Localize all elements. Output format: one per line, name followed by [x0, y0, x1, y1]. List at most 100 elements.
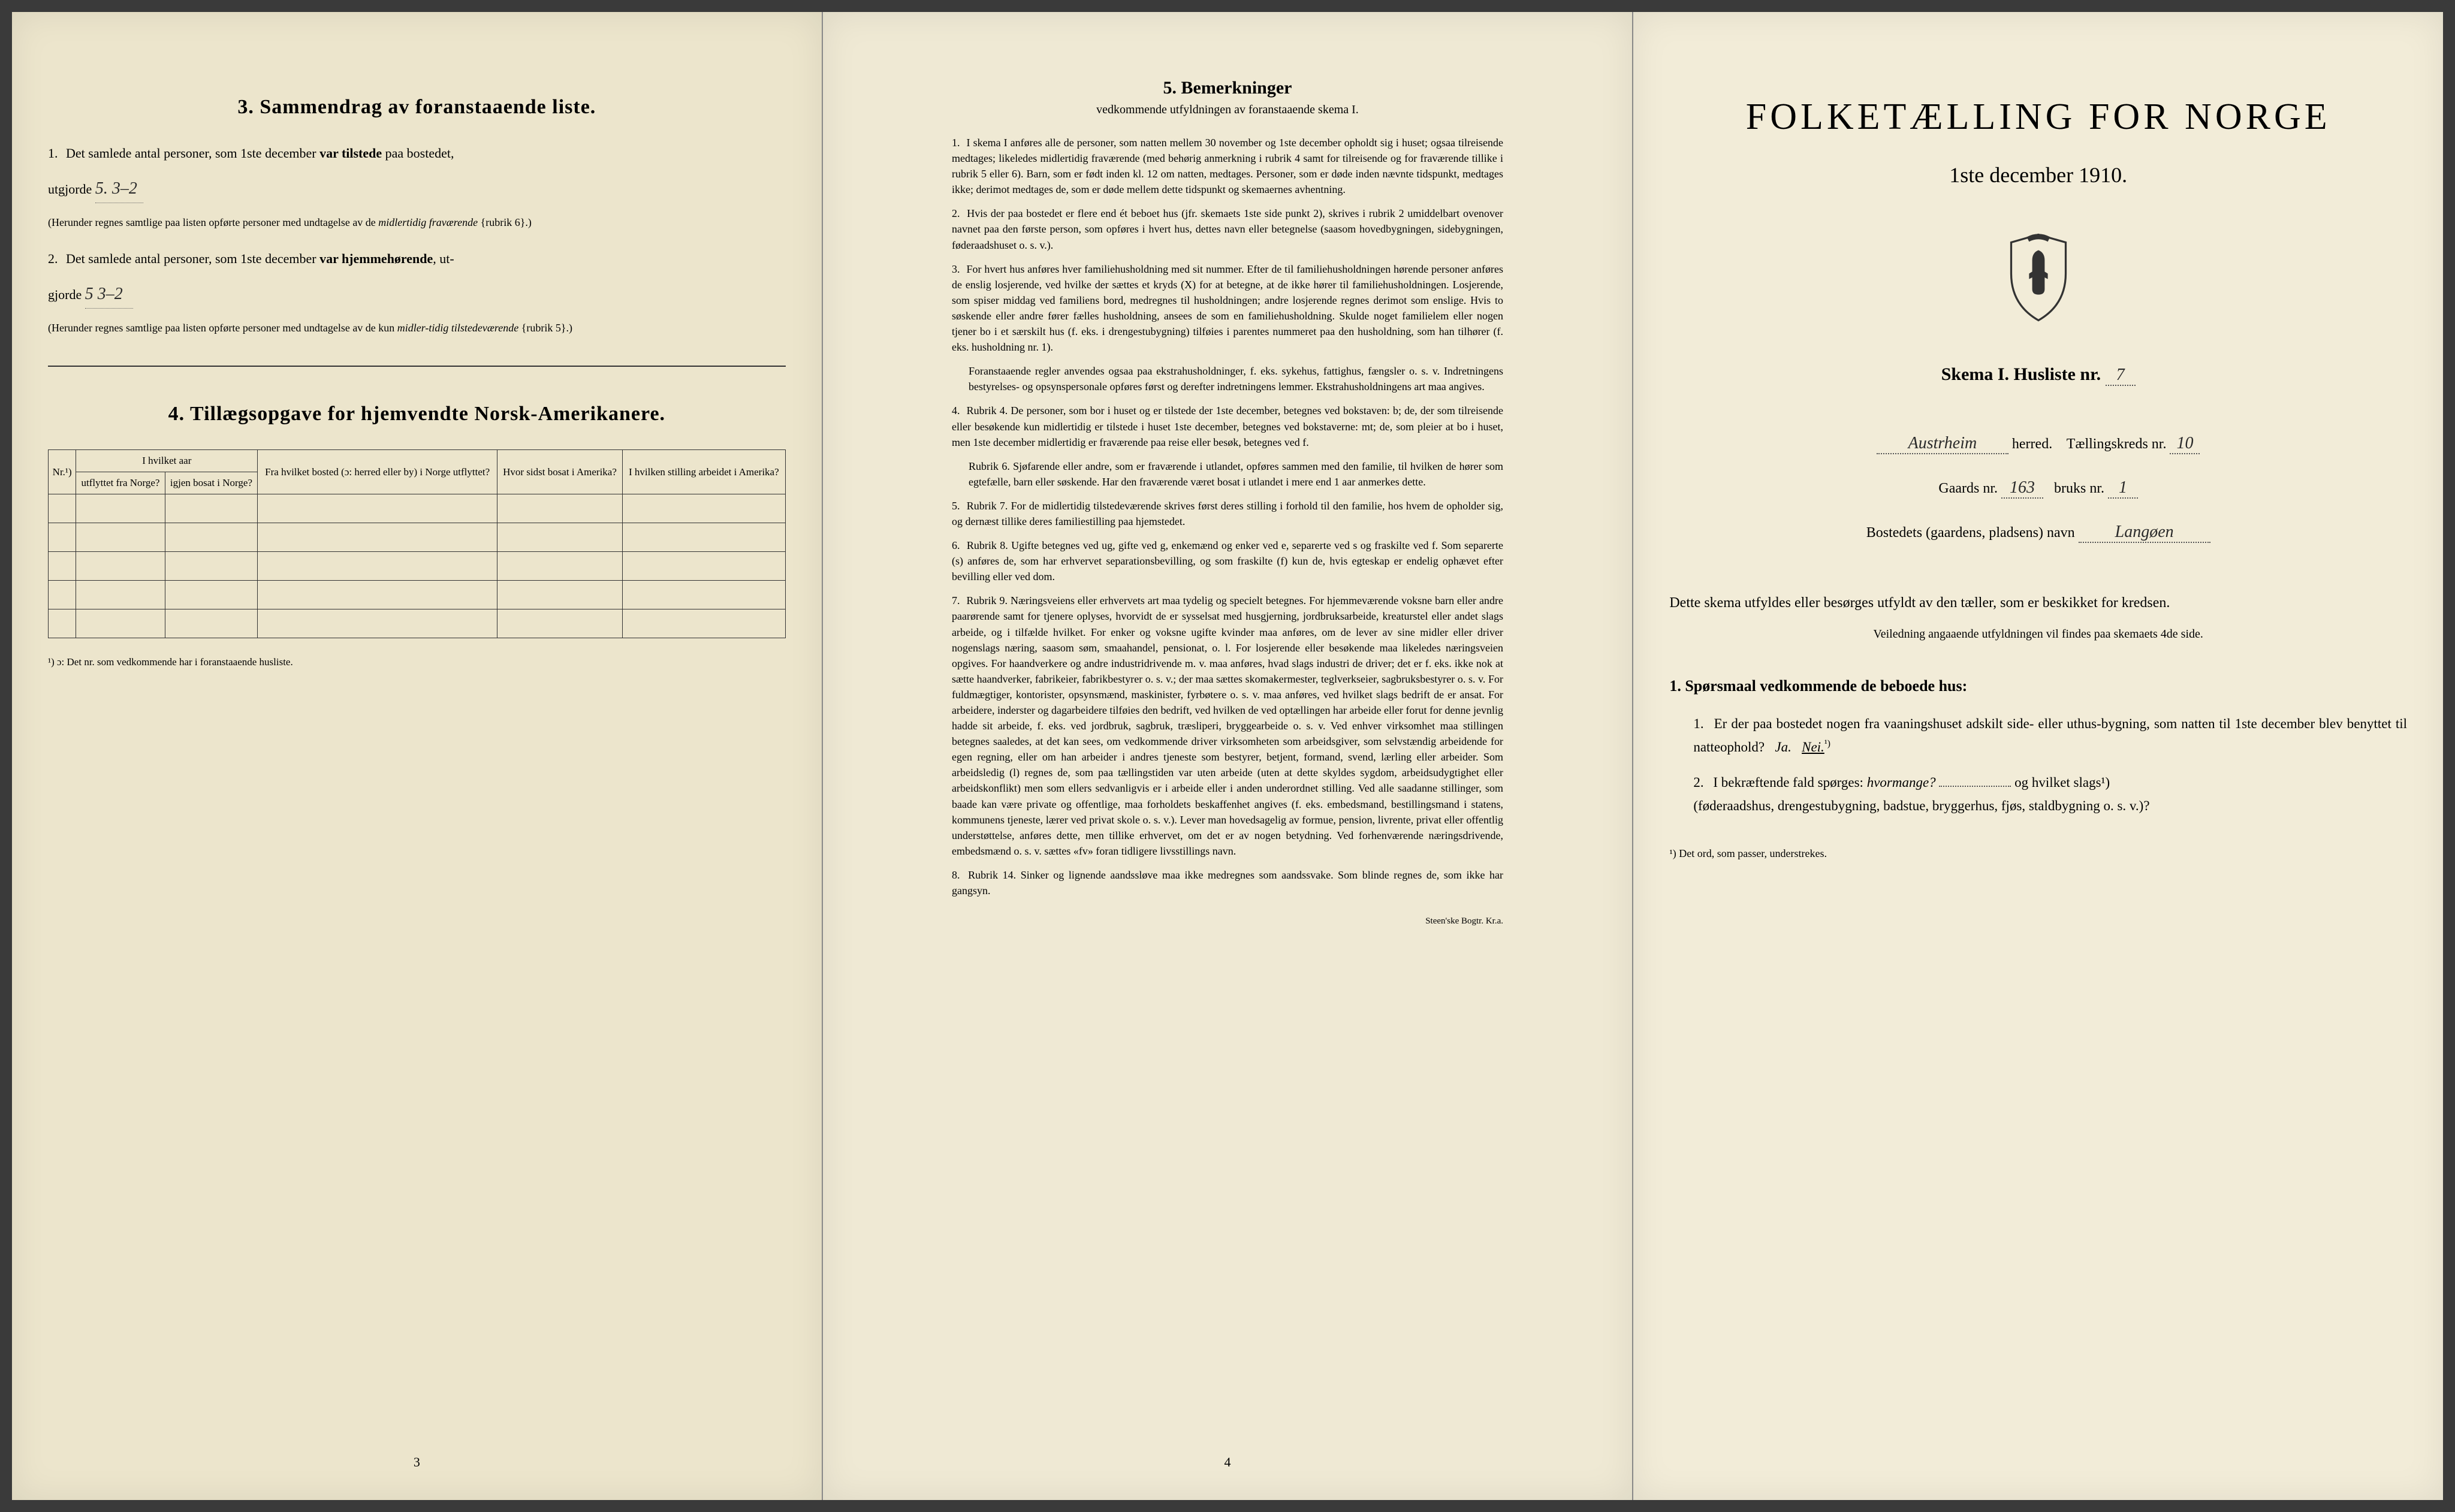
- item-2-text-b: , ut-: [433, 251, 454, 266]
- husliste-nr-value: 7: [2106, 366, 2136, 386]
- th-nr: Nr.¹): [49, 450, 76, 494]
- q2-text-b: og hvilket slags¹): [2014, 775, 2110, 790]
- item-2-text-a: Det samlede antal personer, som 1ste dec…: [66, 251, 316, 266]
- item-2-gjorde: gjorde: [48, 287, 82, 302]
- item-2-note: (Herunder regnes samtlige paa listen opf…: [48, 321, 786, 336]
- th-hvor: Hvor sidst bosat i Amerika?: [497, 450, 623, 494]
- table-row: [49, 523, 786, 552]
- table-row: [49, 494, 786, 523]
- section-3-title: Sammendrag av foranstaaende liste.: [260, 96, 596, 118]
- table-footnote: ¹) ɔ: Det nr. som vedkommende har i fora…: [48, 656, 786, 668]
- question-1: 1. Er der paa bostedet nogen fra vaaning…: [1693, 712, 2407, 759]
- bem-item-indent: Foranstaaende regler anvendes ogsaa paa …: [969, 363, 1503, 394]
- item-1-handwritten-count: 5. 3–2: [95, 176, 143, 203]
- item-2-note-italic: midler-tidig tilstedeværende: [397, 322, 518, 334]
- item-2-line2: gjorde 5 3–2: [48, 281, 786, 309]
- q1-nei: Nei.: [1802, 740, 1824, 755]
- item-2: 2. Det samlede antal personer, som 1ste …: [48, 248, 786, 269]
- item-1-bold: var tilstede: [319, 146, 382, 161]
- bem-item: 2. Hvis der paa bostedet er flere end ét…: [952, 206, 1503, 252]
- bem-title: Bemerkninger: [1181, 78, 1292, 98]
- table-row: [49, 609, 786, 638]
- bem-item: 5. Rubrik 7. For de midlertidig tilstede…: [952, 498, 1503, 529]
- th-stilling: I hvilken stilling arbeidet i Amerika?: [622, 450, 785, 494]
- item-1-num: 1.: [48, 146, 58, 161]
- q2-num: 2.: [1693, 775, 1703, 790]
- item-1-text-b: paa bostedet,: [385, 146, 454, 161]
- q2-text-c: (føderaadshus, drengestubygning, badstue…: [1693, 798, 2149, 813]
- th-aar-group: I hvilket aar: [76, 450, 258, 472]
- bemerkninger-list: 1. I skema I anføres alle de personer, s…: [952, 135, 1503, 898]
- skema-label: Skema I. Husliste nr.: [1941, 364, 2101, 384]
- printer-imprint: Steen'ske Bogtr. Kr.a.: [952, 916, 1503, 926]
- herred-value: Austrheim: [1877, 434, 2008, 454]
- item-1-note-italic: midlertidig fraværende: [378, 216, 478, 228]
- table-row: [49, 581, 786, 609]
- item-2-num: 2.: [48, 251, 58, 266]
- section-4-title: Tillægsopgave for hjemvendte Norsk-Ameri…: [190, 403, 665, 425]
- bruks-value: 1: [2108, 478, 2138, 499]
- page-3-summary: 3. Sammendrag av foranstaaende liste. 1.…: [12, 12, 823, 1500]
- item-1: 1. Det samlede antal personer, som 1ste …: [48, 143, 786, 164]
- bem-item: 8. Rubrik 14. Sinker og lignende aandssl…: [952, 867, 1503, 898]
- bem-item: 6. Rubrik 8. Ugifte betegnes ved ug, gif…: [952, 538, 1503, 584]
- page-1-title-page: FOLKETÆLLING FOR NORGE 1ste december 191…: [1633, 12, 2443, 1500]
- item-2-handwritten-count: 5 3–2: [85, 281, 133, 309]
- page-number-4: 4: [823, 1454, 1633, 1470]
- section-3-heading: 3. Sammendrag av foranstaaende liste.: [48, 96, 786, 119]
- bem-item: 1. I skema I anføres alle de personer, s…: [952, 135, 1503, 197]
- q2-italic: hvormange?: [1867, 775, 1936, 790]
- item-1-note-a: (Herunder regnes samtlige paa listen opf…: [48, 216, 376, 228]
- norway-crest-icon: [1669, 230, 2407, 328]
- divider: [48, 366, 786, 367]
- intro-text: Dette skema utfyldes eller besørges utfy…: [1669, 591, 2407, 615]
- bosted-value: Langøen: [2079, 523, 2210, 543]
- gaards-value: 163: [2001, 478, 2043, 499]
- th-utflyttet: utflyttet fra Norge?: [76, 472, 165, 494]
- bosted-label: Bostedets (gaardens, pladsens) navn: [1866, 525, 2075, 541]
- section-4-number: 4.: [168, 403, 185, 425]
- questions-heading: 1. Spørsmaal vedkommende de beboede hus:: [1669, 677, 2407, 695]
- date-subtitle: 1ste december 1910.: [1669, 162, 2407, 188]
- taellingskreds-value: 10: [2170, 434, 2200, 454]
- section-3-number: 3.: [237, 96, 254, 118]
- item-1-line2: utgjorde 5. 3–2: [48, 176, 786, 203]
- bemerkninger-heading: 5. Bemerkninger: [952, 78, 1503, 98]
- table-body: [49, 494, 786, 638]
- bem-item: 3. For hvert hus anføres hver familiehus…: [952, 261, 1503, 355]
- item-2-bold: var hjemmehørende: [319, 251, 433, 266]
- item-1-text-a: Det samlede antal personer, som 1ste dec…: [66, 146, 316, 161]
- q2-text-a: I bekræftende fald spørges:: [1713, 775, 1863, 790]
- item-1-note: (Herunder regnes samtlige paa listen opf…: [48, 215, 786, 230]
- q2-blank: [1939, 786, 2011, 787]
- taellingskreds-label: Tællingskreds nr.: [2067, 436, 2167, 452]
- gaards-label: Gaards nr.: [1938, 481, 1998, 496]
- page-4-bemerkninger: 5. Bemerkninger vedkommende utfyldningen…: [823, 12, 1634, 1500]
- page-number-3: 3: [12, 1454, 822, 1470]
- section-4-heading: 4. Tillægsopgave for hjemvendte Norsk-Am…: [48, 403, 786, 425]
- bem-subtitle: vedkommende utfyldningen av foranstaaend…: [952, 103, 1503, 117]
- bruks-label: bruks nr.: [2054, 481, 2104, 496]
- item-1-utgjorde: utgjorde: [48, 182, 92, 197]
- item-2-note-end: {rubrik 5}.): [521, 322, 572, 334]
- bosted-row: Bostedets (gaardens, pladsens) navn Lang…: [1669, 523, 2407, 543]
- q1-sup: ¹): [1824, 738, 1830, 749]
- bem-item: 7. Rubrik 9. Næringsveiens eller erhverv…: [952, 593, 1503, 859]
- main-title: FOLKETÆLLING FOR NORGE: [1669, 96, 2407, 138]
- th-bosted: Fra hvilket bosted (ɔ: herred eller by) …: [258, 450, 497, 494]
- question-2: 2. I bekræftende fald spørges: hvormange…: [1693, 771, 2407, 817]
- q1-num: 1.: [1693, 716, 1703, 731]
- item-1-note-end: {rubrik 6}.): [481, 216, 532, 228]
- table-row: [49, 552, 786, 581]
- census-document: 3. Sammendrag av foranstaaende liste. 1.…: [12, 12, 2443, 1500]
- page3-footnote: ¹) Det ord, som passer, understrekes.: [1669, 847, 2407, 860]
- bem-num: 5.: [1163, 78, 1177, 98]
- skema-line: Skema I. Husliste nr. 7: [1669, 364, 2407, 386]
- herred-label: herred.: [2012, 436, 2052, 452]
- item-2-note-a: (Herunder regnes samtlige paa listen opf…: [48, 322, 394, 334]
- q1-ja: Ja.: [1775, 740, 1791, 755]
- th-igjen: igjen bosat i Norge?: [165, 472, 258, 494]
- bem-item: 4. Rubrik 4. De personer, som bor i huse…: [952, 403, 1503, 449]
- gaards-row: Gaards nr. 163 bruks nr. 1: [1669, 478, 2407, 499]
- norsk-amerikanere-table: Nr.¹) I hvilket aar Fra hvilket bosted (…: [48, 449, 786, 638]
